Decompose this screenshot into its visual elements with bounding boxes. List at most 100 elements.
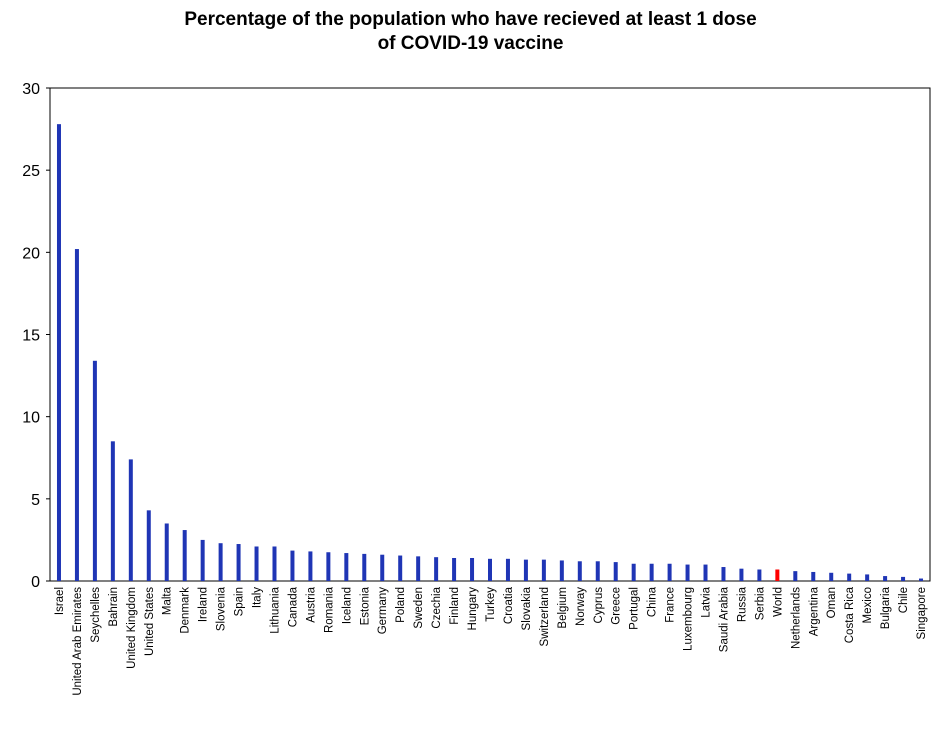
x-tick-label: Czechia bbox=[431, 586, 443, 628]
bar-argentina bbox=[811, 571, 816, 581]
bar-malta bbox=[164, 523, 169, 581]
x-tick-label: Bulgaria bbox=[880, 586, 892, 629]
bar-canada bbox=[290, 550, 295, 581]
y-tick-label: 15 bbox=[22, 328, 40, 345]
x-tick-label: Hungary bbox=[467, 587, 479, 631]
bar-estonia bbox=[362, 553, 367, 581]
bar-czechia bbox=[434, 557, 439, 581]
bar-greece bbox=[613, 562, 618, 581]
x-tick-label: United States bbox=[144, 587, 156, 656]
x-tick-label: Iceland bbox=[341, 587, 353, 624]
x-tick-label: Singapore bbox=[916, 587, 928, 639]
x-tick-label: Slovakia bbox=[521, 586, 533, 630]
x-tick-label: Belgium bbox=[557, 587, 569, 629]
x-tick-label: Switzerland bbox=[539, 587, 551, 646]
x-tick-label: Seychelles bbox=[90, 587, 102, 643]
y-tick-label: 10 bbox=[22, 410, 40, 427]
bar-denmark bbox=[182, 530, 187, 581]
x-tick-label: Ireland bbox=[198, 587, 210, 622]
bar-spain bbox=[236, 544, 241, 581]
x-tick-label: Mexico bbox=[862, 587, 874, 623]
chart-title-line-2: of COVID-19 vaccine bbox=[377, 33, 564, 54]
bar-portugal bbox=[631, 563, 636, 581]
chart-title: Percentage of the population who have re… bbox=[0, 8, 941, 56]
bar-series bbox=[56, 124, 924, 582]
bar-turkey bbox=[488, 558, 492, 581]
bar-oman bbox=[829, 572, 834, 581]
x-tick-label: Turkey bbox=[485, 587, 497, 622]
bar-hungary bbox=[470, 557, 475, 581]
x-tick-label: Saudi Arabia bbox=[718, 586, 730, 652]
bar-russia bbox=[739, 568, 744, 581]
bar-world bbox=[775, 569, 780, 581]
x-tick-label: Greece bbox=[611, 587, 623, 625]
x-tick-label: Spain bbox=[234, 587, 246, 616]
x-tick-label: Netherlands bbox=[790, 587, 802, 649]
y-tick-label: 20 bbox=[22, 245, 40, 262]
bar-bulgaria bbox=[883, 576, 888, 581]
x-tick-label: Bahrain bbox=[108, 587, 120, 627]
bar-belgium bbox=[559, 560, 564, 581]
x-tick-label: France bbox=[665, 587, 677, 623]
bar-mexico bbox=[865, 574, 870, 581]
x-tick-label: Finland bbox=[449, 587, 461, 625]
x-tick-label: Chile bbox=[898, 587, 910, 613]
bar-italy bbox=[254, 546, 259, 581]
x-tick-label: Romania bbox=[323, 586, 335, 633]
bar-finland bbox=[452, 557, 457, 581]
y-tick-label: 30 bbox=[22, 81, 40, 98]
x-tick-label: China bbox=[647, 586, 659, 617]
x-tick-label: Latvia bbox=[701, 586, 713, 617]
bar-germany bbox=[380, 554, 385, 581]
bar-norway bbox=[577, 561, 582, 581]
bar-china bbox=[649, 563, 654, 581]
y-tick-label: 0 bbox=[31, 574, 40, 591]
bar-israel bbox=[56, 124, 61, 582]
x-tick-label: United Arab Emirates bbox=[72, 587, 84, 696]
bar-saudi-arabia bbox=[721, 567, 726, 581]
x-tick-label: Norway bbox=[575, 587, 587, 626]
bar-singapore bbox=[919, 578, 924, 581]
chart-title-line-1: Percentage of the population who have re… bbox=[184, 9, 757, 30]
x-tick-label: United Kingdom bbox=[126, 587, 138, 669]
bar-united-kingdom bbox=[128, 459, 133, 581]
bar-netherlands bbox=[793, 571, 798, 581]
x-tick-label: Lithuania bbox=[269, 586, 281, 633]
bar-costa-rica bbox=[847, 573, 852, 581]
x-tick-label: Argentina bbox=[808, 586, 820, 636]
x-tick-label: Malta bbox=[162, 586, 174, 615]
x-axis: Israel United Arab Emirates Seychelles Bahr… bbox=[54, 586, 928, 695]
bar-slovakia bbox=[523, 559, 528, 581]
x-tick-label: World bbox=[772, 587, 784, 617]
x-tick-label: Denmark bbox=[180, 587, 192, 634]
bar-romania bbox=[326, 552, 331, 581]
bar-cyprus bbox=[595, 561, 600, 581]
bar-chile bbox=[901, 576, 906, 581]
bar-sweden bbox=[416, 556, 421, 581]
plot-area-frame bbox=[49, 87, 931, 582]
x-tick-label: Oman bbox=[826, 587, 838, 618]
x-tick-label: Estonia bbox=[359, 586, 371, 625]
x-tick-label: Poland bbox=[395, 587, 407, 623]
bar-ireland bbox=[200, 539, 205, 581]
y-axis: 0 5 10 15 20 25 30 bbox=[22, 81, 50, 591]
bar-austria bbox=[308, 551, 313, 581]
x-tick-label: Portugal bbox=[629, 587, 641, 630]
x-tick-label: Russia bbox=[736, 586, 748, 622]
x-tick-label: Germany bbox=[377, 587, 389, 635]
bar-croatia bbox=[505, 558, 510, 581]
x-tick-label: Costa Rica bbox=[844, 586, 856, 643]
x-tick-label: Canada bbox=[287, 586, 299, 627]
y-tick-label: 5 bbox=[31, 492, 40, 509]
x-tick-label: Luxembourg bbox=[683, 587, 695, 651]
bar-lithuania bbox=[272, 546, 277, 581]
bar-bahrain bbox=[110, 441, 115, 581]
bar-serbia bbox=[757, 569, 762, 581]
x-tick-label: Croatia bbox=[503, 586, 515, 624]
y-tick-label: 25 bbox=[22, 163, 40, 180]
bar-france bbox=[667, 563, 672, 581]
bar-iceland bbox=[344, 553, 349, 581]
x-tick-label: Israel bbox=[54, 587, 66, 615]
x-tick-label: Italy bbox=[252, 587, 264, 608]
